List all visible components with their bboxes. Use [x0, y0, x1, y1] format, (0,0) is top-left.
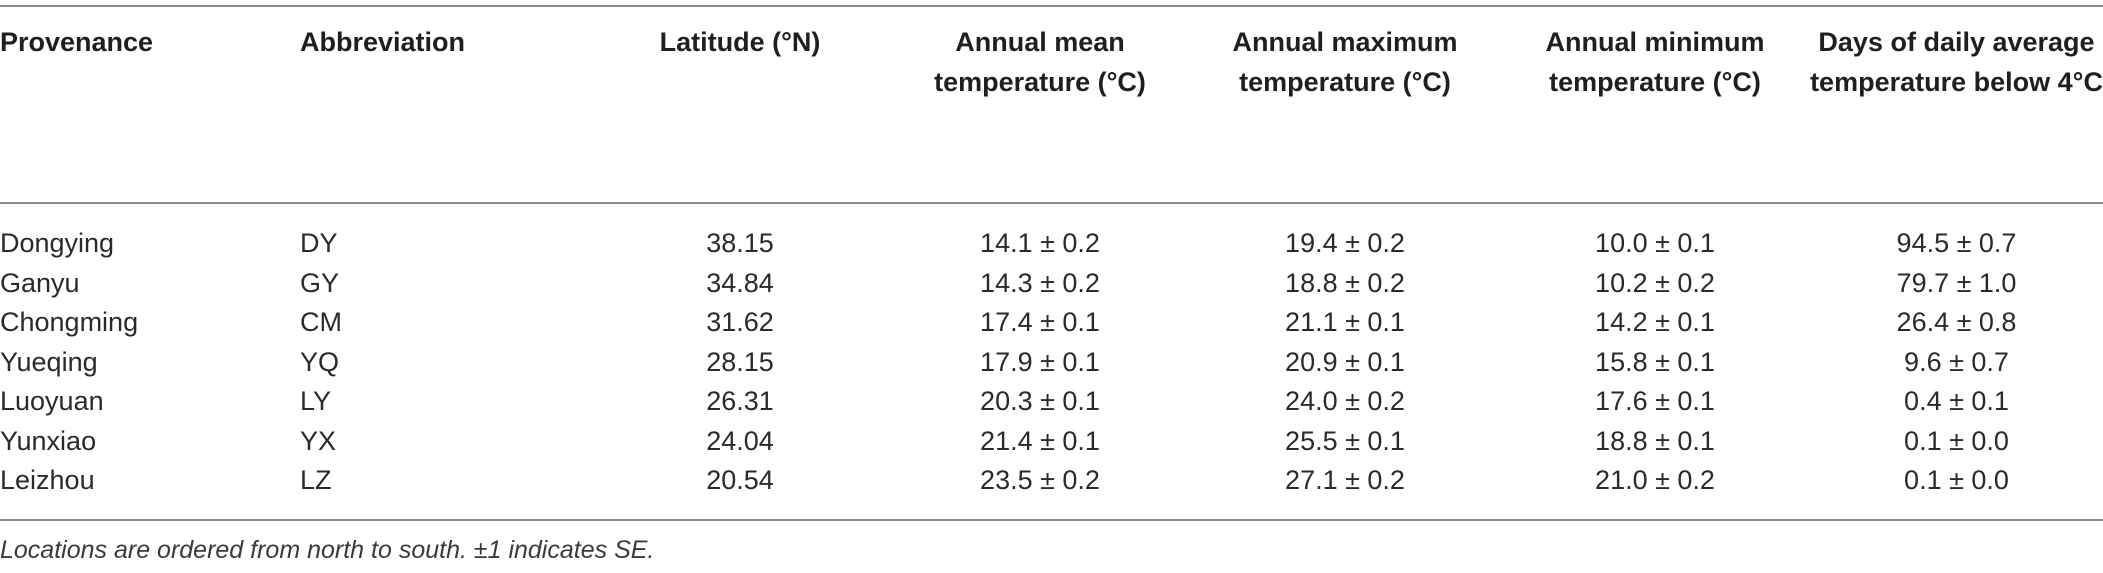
cell-annual-max-temp: 19.4 ± 0.2: [1285, 228, 1405, 258]
cell-latitude: 38.15: [706, 228, 774, 258]
cell-provenance: Yueqing: [0, 346, 98, 377]
table-header: Provenance Abbreviation Latitude (°N) An…: [0, 22, 2103, 200]
cell-annual-max-temp: 21.1 ± 0.1: [1285, 307, 1405, 337]
header-annual-max-temp: Annual maximum temperature (°C): [1232, 27, 1458, 97]
cell-annual-mean-temp: 14.1 ± 0.2: [980, 228, 1100, 258]
header-days-below-4c: Days of daily average temperature below …: [1810, 27, 2103, 97]
cell-abbreviation: LZ: [300, 465, 332, 495]
header-row: Provenance Abbreviation Latitude (°N) An…: [0, 22, 2103, 200]
cell-latitude: 31.62: [706, 307, 774, 337]
cell-annual-max-temp: 20.9 ± 0.1: [1285, 346, 1405, 377]
header-annual-min-temp: Annual minimum temperature (°C): [1545, 27, 1765, 97]
table-body: Dongying DY 38.15 14.1 ± 0.2 19.4 ± 0.2 10.0 …: [0, 224, 2103, 501]
cell-days-below-4c: 26.4 ± 0.8: [1896, 307, 2017, 337]
header-abbreviation: Abbreviation: [300, 27, 466, 57]
table-row: Luoyuan LY 26.31 20.3 ± 0.1 24.0 ± 0.2 17.6 ±…: [0, 382, 2103, 422]
cell-days-below-4c: 79.7 ± 1.0: [1896, 267, 2017, 298]
header-annual-mean-temp: Annual mean temperature (°C): [934, 27, 1146, 97]
cell-annual-min-temp: 17.6 ± 0.1: [1595, 386, 1715, 416]
cell-days-below-4c: 0.1 ± 0.0: [1904, 425, 2009, 456]
cell-annual-mean-temp: 20.3 ± 0.1: [980, 386, 1100, 416]
cell-annual-mean-temp: 23.5 ± 0.2: [980, 465, 1100, 495]
table-top-rule: [0, 5, 2103, 7]
cell-abbreviation: LY: [300, 386, 332, 416]
cell-abbreviation: DY: [300, 228, 338, 258]
cell-annual-max-temp: 18.8 ± 0.2: [1285, 267, 1405, 298]
table-row: Yueqing YQ 28.15 17.9 ± 0.1 20.9 ± 0.1 15.8 ±…: [0, 343, 2103, 383]
table-row: Ganyu GY 34.84 14.3 ± 0.2 18.8 ± 0.2 10.2 ± 0…: [0, 264, 2103, 304]
cell-latitude: 24.04: [706, 425, 774, 456]
cell-annual-max-temp: 25.5 ± 0.1: [1285, 425, 1405, 456]
cell-provenance: Dongying: [0, 228, 115, 258]
header-latitude: Latitude (°N): [659, 27, 821, 57]
cell-latitude: 26.31: [706, 386, 774, 416]
table-footnote: Locations are ordered from north to sout…: [0, 536, 655, 564]
cell-annual-max-temp: 27.1 ± 0.2: [1285, 465, 1405, 495]
cell-abbreviation: GY: [300, 267, 340, 298]
cell-days-below-4c: 94.5 ± 0.7: [1896, 228, 2017, 258]
cell-annual-mean-temp: 14.3 ± 0.2: [980, 267, 1100, 298]
cell-provenance: Ganyu: [0, 267, 80, 298]
cell-annual-min-temp: 10.2 ± 0.2: [1595, 267, 1715, 298]
cell-provenance: Chongming: [0, 307, 139, 337]
table-row: Leizhou LZ 20.54 23.5 ± 0.2 27.1 ± 0.2 21.0 ±…: [0, 461, 2103, 501]
cell-latitude: 34.84: [706, 267, 774, 298]
cell-latitude: 20.54: [706, 465, 774, 495]
cell-days-below-4c: 0.1 ± 0.0: [1904, 465, 2009, 495]
cell-latitude: 28.15: [706, 346, 774, 377]
cell-days-below-4c: 9.6 ± 0.7: [1904, 346, 2009, 377]
cell-annual-min-temp: 15.8 ± 0.1: [1595, 346, 1715, 377]
cell-annual-mean-temp: 21.4 ± 0.1: [980, 425, 1100, 456]
header-provenance: Provenance: [0, 27, 154, 57]
cell-annual-mean-temp: 17.4 ± 0.1: [980, 307, 1100, 337]
cell-days-below-4c: 0.4 ± 0.1: [1904, 386, 2009, 416]
cell-abbreviation: CM: [300, 307, 342, 337]
cell-annual-mean-temp: 17.9 ± 0.1: [980, 346, 1100, 377]
table-row: Yunxiao YX 24.04 21.4 ± 0.1 25.5 ± 0.1 18.8 ±…: [0, 422, 2103, 462]
cell-annual-min-temp: 21.0 ± 0.2: [1595, 465, 1715, 495]
cell-abbreviation: YQ: [300, 346, 340, 377]
table-row: Chongming CM 31.62 17.4 ± 0.1 21.1 ± 0.1 14.2…: [0, 303, 2103, 343]
cell-provenance: Leizhou: [0, 465, 95, 495]
cell-annual-min-temp: 10.0 ± 0.1: [1595, 228, 1715, 258]
table-bottom-rule: [0, 519, 2103, 521]
table-row: Dongying DY 38.15 14.1 ± 0.2 19.4 ± 0.2 10.0 …: [0, 224, 2103, 264]
cell-annual-min-temp: 14.2 ± 0.1: [1595, 307, 1715, 337]
cell-provenance: Luoyuan: [0, 386, 104, 416]
cell-provenance: Yunxiao: [0, 425, 97, 456]
cell-annual-max-temp: 24.0 ± 0.2: [1285, 386, 1405, 416]
cell-abbreviation: YX: [300, 425, 337, 456]
table-header-rule: [0, 202, 2103, 204]
cell-annual-min-temp: 18.8 ± 0.1: [1595, 425, 1715, 456]
